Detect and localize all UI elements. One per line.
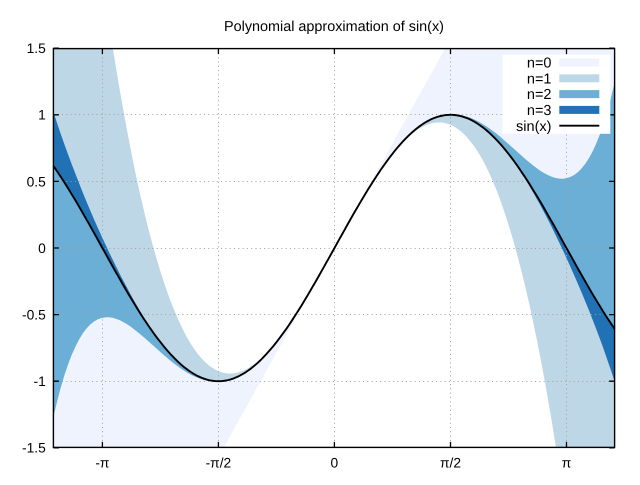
svg-text:Polynomial approximation of si: Polynomial approximation of sin(x) — [224, 19, 444, 35]
svg-text:n=1: n=1 — [527, 71, 552, 87]
svg-text:-1: -1 — [34, 374, 46, 389]
svg-text:π/2: π/2 — [440, 456, 461, 471]
svg-text:n=0: n=0 — [527, 56, 552, 72]
svg-text:0.5: 0.5 — [27, 174, 47, 189]
svg-text:0: 0 — [331, 456, 339, 471]
svg-text:π: π — [562, 456, 572, 471]
svg-text:-0.5: -0.5 — [22, 308, 46, 323]
svg-text:n=2: n=2 — [527, 87, 552, 103]
svg-text:0: 0 — [38, 241, 46, 256]
svg-text:-π: -π — [95, 456, 109, 471]
svg-text:-1.5: -1.5 — [22, 441, 46, 456]
svg-text:1.5: 1.5 — [27, 41, 47, 56]
svg-text:-π/2: -π/2 — [206, 456, 232, 471]
svg-text:n=3: n=3 — [527, 103, 552, 119]
svg-text:1: 1 — [38, 108, 46, 123]
svg-text:sin(x): sin(x) — [516, 119, 551, 135]
